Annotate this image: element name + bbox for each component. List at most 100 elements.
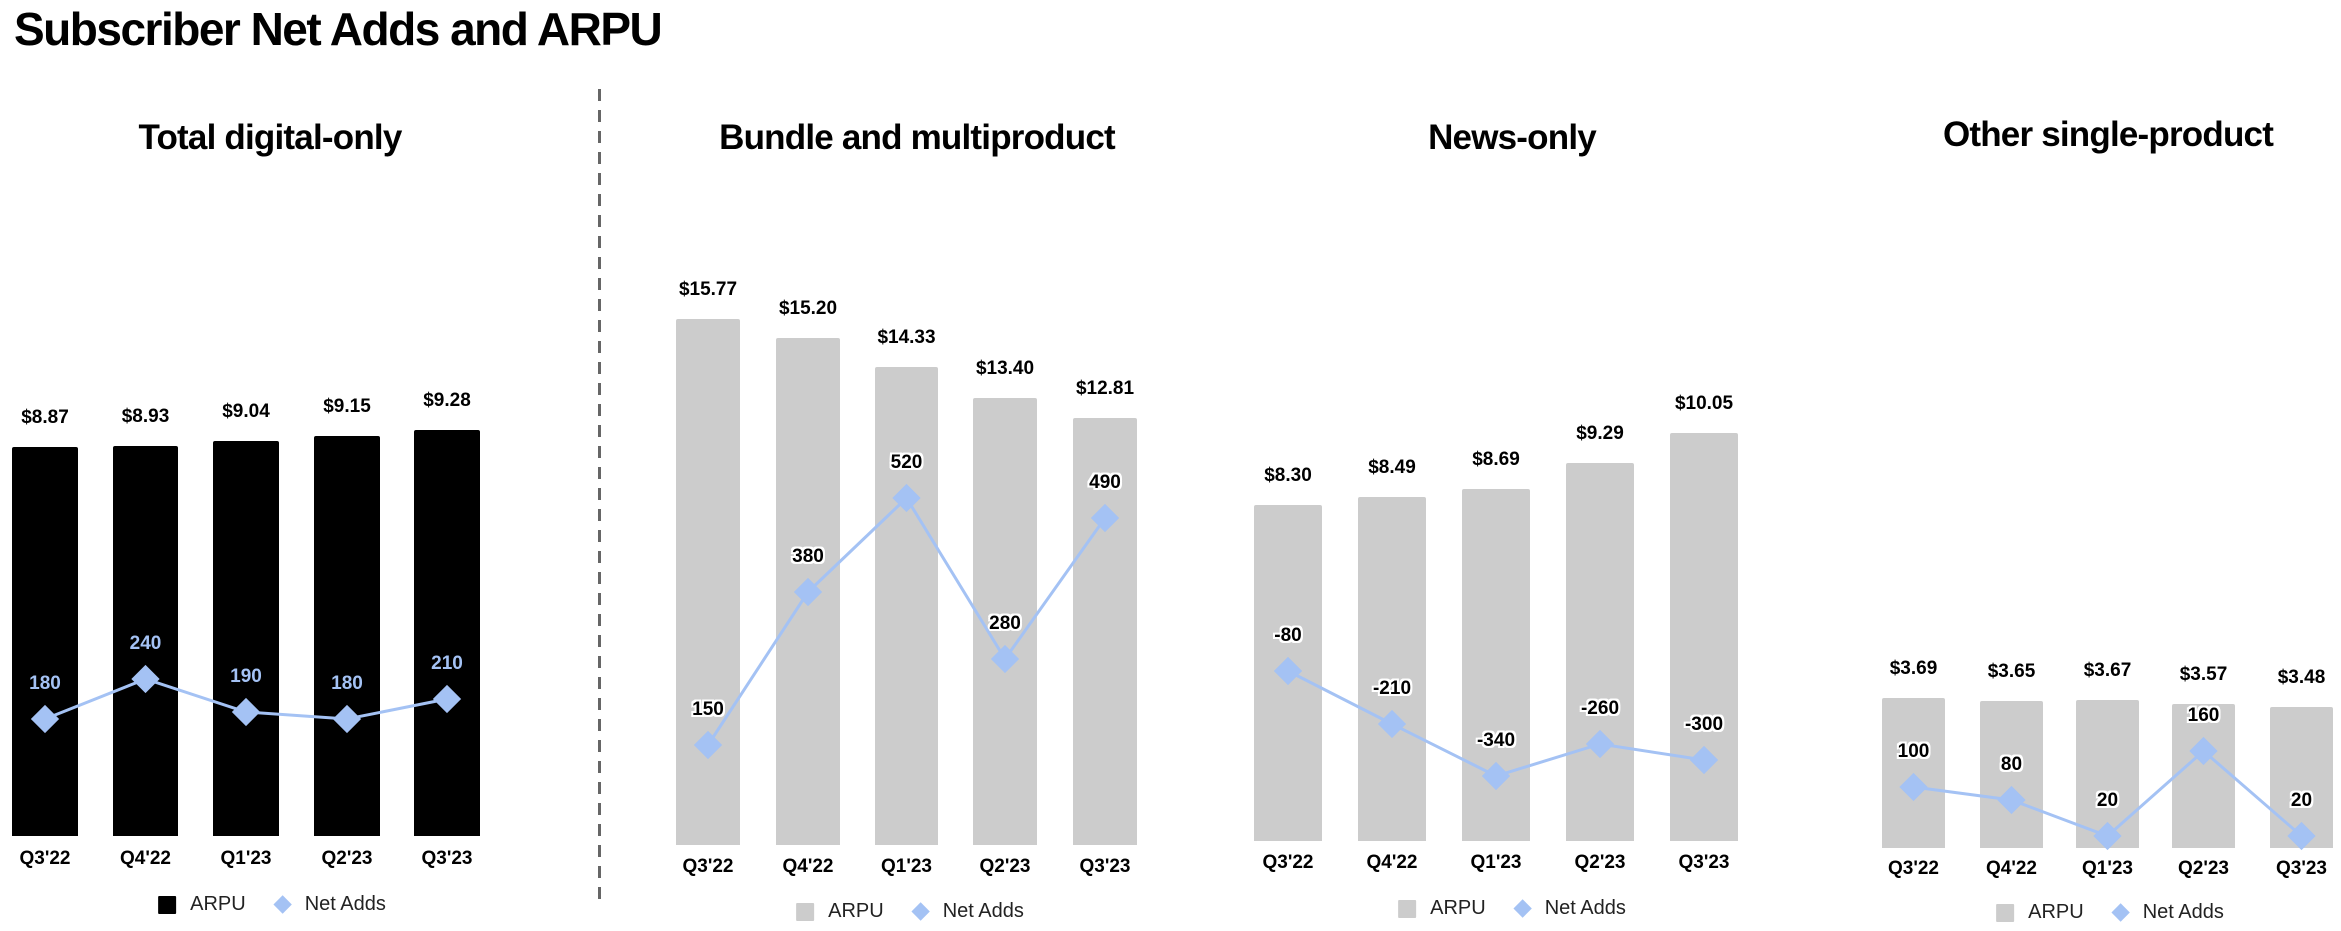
arpu-legend-swatch-icon xyxy=(158,895,177,914)
arpu-value-label: $10.05 xyxy=(1674,393,1734,414)
x-axis-label: Q4'22 xyxy=(120,848,171,869)
x-axis-label: Q2'23 xyxy=(1574,852,1626,873)
legend-label-arpu: ARPU xyxy=(1430,897,1486,919)
net-adds-value-label: -80 xyxy=(1274,625,1302,646)
arpu-bar xyxy=(113,446,178,836)
arpu-legend-swatch-icon xyxy=(1996,903,2015,922)
arpu-bar xyxy=(875,367,938,845)
x-axis-label: Q1'23 xyxy=(1470,852,1522,873)
net-adds-legend-diamond-icon xyxy=(1513,899,1532,918)
net-adds-legend-diamond-icon xyxy=(911,902,930,921)
page-title: Subscriber Net Adds and ARPU xyxy=(14,3,663,55)
arpu-legend-swatch-icon xyxy=(1398,899,1417,918)
x-axis-label: Q2'23 xyxy=(979,856,1031,877)
arpu-bar xyxy=(1358,497,1426,841)
chart-legend: ARPU Net Adds xyxy=(1996,901,2224,924)
arpu-bar xyxy=(414,430,480,836)
arpu-value-label: $3.65 xyxy=(1987,661,2036,682)
arpu-bar xyxy=(676,319,740,845)
net-adds-legend-diamond-icon xyxy=(2111,903,2130,922)
x-axis-label: Q2'23 xyxy=(2178,858,2229,879)
x-axis-label: Q4'22 xyxy=(1986,858,2037,879)
arpu-value-label: $12.81 xyxy=(1075,378,1135,399)
arpu-bar xyxy=(1670,433,1738,841)
arpu-value-label: $3.48 xyxy=(2277,667,2326,688)
x-axis-label: Q3'22 xyxy=(1888,858,1939,879)
arpu-value-label: $3.57 xyxy=(2179,664,2228,685)
net-adds-value-label: 80 xyxy=(2000,754,2023,775)
x-axis-label: Q1'23 xyxy=(881,856,932,877)
net-adds-value-label: -210 xyxy=(1372,678,1412,699)
net-adds-value-label: 240 xyxy=(129,633,162,654)
chart-title: Other single-product xyxy=(1942,115,2274,154)
arpu-bar xyxy=(314,436,380,836)
net-adds-value-label: -260 xyxy=(1580,698,1620,719)
arpu-bar xyxy=(2076,700,2139,848)
arpu-bar xyxy=(213,441,279,836)
arpu-value-label: $8.30 xyxy=(1264,465,1312,486)
arpu-value-label: $15.20 xyxy=(778,298,838,319)
arpu-value-label: $8.93 xyxy=(121,406,170,427)
arpu-value-label: $9.15 xyxy=(323,396,371,417)
legend-label-net-adds: Net Adds xyxy=(942,900,1024,922)
chart-legend: ARPU Net Adds xyxy=(796,900,1024,923)
net-adds-value-label: 190 xyxy=(230,666,262,687)
arpu-value-label: $13.40 xyxy=(975,358,1035,379)
net-adds-legend-diamond-icon xyxy=(273,895,292,914)
x-axis-label: Q4'22 xyxy=(782,856,834,877)
arpu-value-label: $8.87 xyxy=(21,407,69,428)
arpu-bar xyxy=(2270,707,2333,848)
arpu-value-label: $3.67 xyxy=(2083,660,2132,681)
arpu-value-label: $3.69 xyxy=(1889,658,1938,679)
x-axis-label: Q1'23 xyxy=(220,848,272,869)
legend-label-arpu: ARPU xyxy=(190,893,246,915)
net-adds-value-label: 380 xyxy=(792,546,824,567)
net-adds-value-label: -300 xyxy=(1684,714,1724,735)
x-axis-label: Q3'23 xyxy=(1678,852,1730,873)
x-axis-label: Q2'23 xyxy=(321,848,373,869)
net-adds-value-label: 160 xyxy=(2187,705,2220,726)
chart-title: Bundle and multiproduct xyxy=(719,118,1116,157)
net-adds-value-label: 210 xyxy=(431,653,463,674)
legend-label-arpu: ARPU xyxy=(828,900,884,922)
arpu-value-label: $8.49 xyxy=(1368,457,1416,478)
legend-label-net-adds: Net Adds xyxy=(2142,901,2224,923)
arpu-value-label: $9.04 xyxy=(222,401,270,422)
x-axis-label: Q3'23 xyxy=(421,848,473,869)
net-adds-value-label: 180 xyxy=(331,673,363,694)
net-adds-value-label: 150 xyxy=(692,699,724,720)
chart-legend: ARPU Net Adds xyxy=(1398,897,1626,920)
net-adds-value-label: 180 xyxy=(29,673,61,694)
x-axis-label: Q3'22 xyxy=(1262,852,1314,873)
arpu-value-label: $8.69 xyxy=(1472,449,1520,470)
arpu-bar xyxy=(1254,505,1322,841)
arpu-value-label: $15.77 xyxy=(678,279,738,300)
chart-title: Total digital-only xyxy=(138,118,403,157)
x-axis-label: Q3'23 xyxy=(1079,856,1131,877)
legend-label-net-adds: Net Adds xyxy=(1544,897,1626,919)
arpu-value-label: $9.29 xyxy=(1576,423,1624,444)
arpu-value-label: $14.33 xyxy=(877,327,936,348)
arpu-bar xyxy=(12,447,78,836)
net-adds-value-label: 100 xyxy=(1897,741,1930,762)
net-adds-value-label: 520 xyxy=(890,452,923,473)
chart-title: News-only xyxy=(1428,118,1597,157)
x-axis-label: Q4'22 xyxy=(1366,852,1418,873)
x-axis-label: Q1'23 xyxy=(2082,858,2133,879)
x-axis-label: Q3'22 xyxy=(19,848,71,869)
arpu-bar xyxy=(1882,698,1945,848)
net-adds-value-label: 20 xyxy=(2096,790,2119,811)
x-axis-label: Q3'23 xyxy=(2276,858,2327,879)
net-adds-value-label: 20 xyxy=(2290,790,2313,811)
arpu-legend-swatch-icon xyxy=(796,902,815,921)
chart-legend: ARPU Net Adds xyxy=(158,893,386,916)
legend-label-net-adds: Net Adds xyxy=(304,893,386,915)
x-axis-label: Q3'22 xyxy=(682,856,734,877)
arpu-bar xyxy=(1462,489,1530,841)
section-divider xyxy=(598,89,601,907)
arpu-value-label: $9.28 xyxy=(423,390,471,411)
net-adds-value-label: 490 xyxy=(1089,472,1121,493)
net-adds-value-label: 280 xyxy=(989,613,1021,634)
arpu-bar xyxy=(776,338,840,845)
net-adds-value-label: -340 xyxy=(1476,730,1516,751)
